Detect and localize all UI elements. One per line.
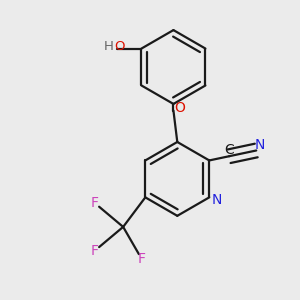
Text: F: F: [138, 252, 146, 266]
Text: H: H: [103, 40, 113, 53]
Text: O: O: [174, 101, 185, 115]
Text: N: N: [211, 193, 221, 207]
Text: F: F: [91, 244, 99, 258]
Text: N: N: [255, 138, 265, 152]
Text: C: C: [225, 143, 234, 158]
Text: F: F: [91, 196, 99, 210]
Text: O: O: [114, 40, 124, 53]
